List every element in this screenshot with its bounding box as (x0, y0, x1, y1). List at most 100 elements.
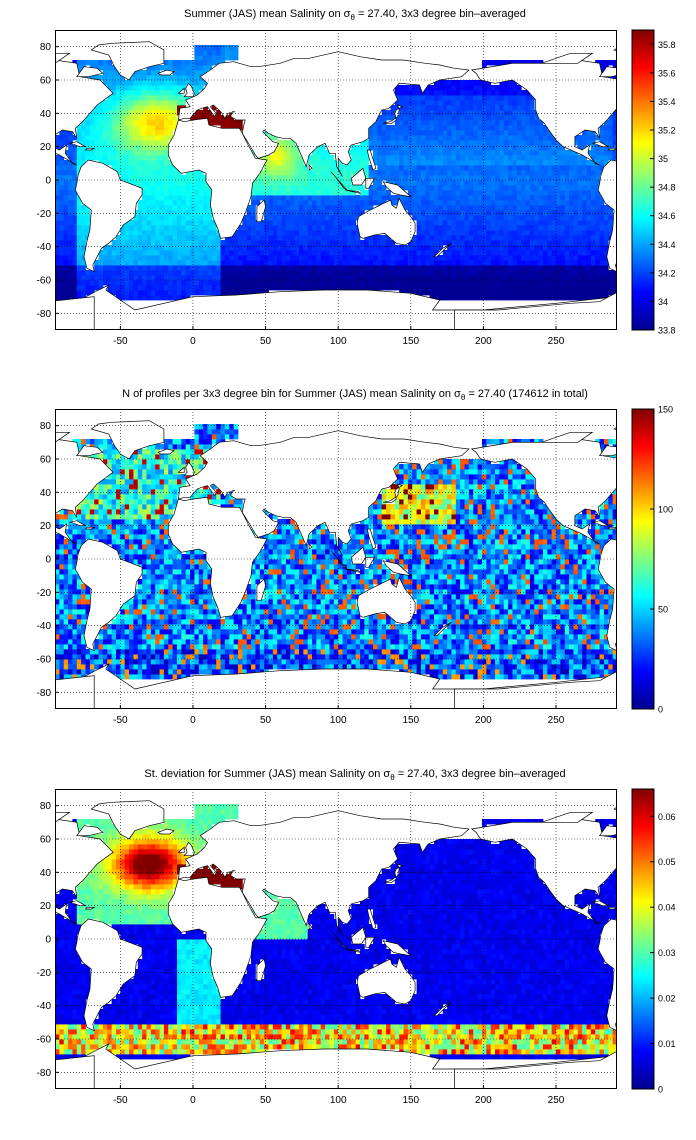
heatmap-cell (429, 180, 435, 186)
heatmap-cell (142, 110, 147, 116)
heatmap-cell (181, 260, 187, 266)
heatmap-cell (159, 659, 165, 665)
heatmap-cell (612, 115, 617, 121)
heatmap-cell (551, 674, 557, 680)
heatmap-cell (76, 674, 82, 680)
heatmap-cell (342, 265, 348, 271)
heatmap-cell (468, 135, 474, 141)
heatmap-cell (573, 674, 579, 680)
heatmap-cell (368, 240, 374, 246)
heatmap-cell (120, 225, 126, 231)
heatmap-cell (512, 135, 518, 141)
heatmap-cell (346, 165, 352, 171)
heatmap-cell (608, 115, 614, 121)
heatmap-cell (434, 180, 439, 186)
heatmap-cell (490, 180, 496, 186)
heatmap-cell (364, 245, 370, 251)
heatmap-cell (481, 659, 487, 665)
heatmap-cell (416, 180, 422, 186)
heatmap-cell (481, 110, 487, 116)
heatmap-cell (529, 95, 535, 101)
heatmap-cell (455, 275, 461, 281)
heatmap-cell (412, 160, 417, 166)
heatmap-cell (172, 669, 178, 675)
heatmap-cell (146, 165, 152, 171)
heatmap-cell (333, 180, 339, 186)
heatmap-cell (377, 275, 383, 281)
heatmap-cell (599, 65, 605, 71)
heatmap-cell (429, 654, 435, 660)
heatmap-cell (525, 255, 531, 261)
heatmap-cell (120, 150, 126, 156)
heatmap-cell (355, 205, 361, 211)
heatmap-cell (146, 110, 152, 116)
heatmap-cell (142, 190, 147, 196)
heatmap-cell (477, 120, 483, 126)
heatmap-cell (399, 120, 404, 126)
heatmap-cell (560, 145, 566, 151)
heatmap-cell (599, 135, 605, 141)
heatmap-cell (516, 135, 522, 141)
heatmap-cell (442, 210, 448, 216)
title-suffix: = 27.40, 3x3 degree bin–averaged (355, 8, 526, 20)
heatmap-cell (451, 220, 457, 226)
heatmap-cell (229, 50, 235, 56)
heatmap-cell (364, 200, 370, 206)
heatmap-cell (246, 250, 252, 256)
heatmap-cell (290, 235, 296, 241)
heatmap-cell (499, 140, 505, 146)
heatmap-cell (434, 80, 439, 86)
heatmap-cell (529, 245, 535, 251)
heatmap-cell (107, 105, 113, 111)
heatmap-cell (98, 265, 104, 271)
heatmap-cell (277, 220, 282, 226)
heatmap-cell (390, 155, 396, 161)
heatmap-cell (185, 190, 191, 196)
heatmap-cell (76, 664, 82, 670)
heatmap-cell (142, 135, 147, 141)
heatmap-cell (150, 240, 156, 246)
heatmap-cell (481, 265, 487, 271)
heatmap-cell (59, 659, 65, 665)
heatmap-cell (194, 185, 200, 191)
heatmap-cell (120, 175, 126, 181)
heatmap-cell (246, 240, 252, 246)
heatmap-cell (198, 115, 204, 121)
heatmap-cell (111, 280, 117, 286)
heatmap-cell (211, 220, 217, 226)
heatmap-cell (451, 290, 457, 296)
heatmap-cell (59, 145, 65, 151)
heatmap-cell (364, 205, 370, 211)
heatmap-cell (59, 295, 65, 301)
heatmap-cell (464, 155, 470, 161)
heatmap-cell (538, 205, 544, 211)
heatmap-cell (102, 130, 108, 136)
heatmap-cell (146, 195, 152, 201)
heatmap-cell (386, 260, 391, 266)
heatmap-cell (312, 225, 317, 231)
heatmap-cell (333, 250, 339, 256)
heatmap-cell (142, 205, 147, 211)
x-tick-label: 100 (330, 336, 347, 347)
heatmap-cell (146, 170, 152, 176)
heatmap-cell (85, 125, 91, 131)
heatmap-cell (477, 90, 483, 96)
heatmap-cell (499, 654, 505, 660)
heatmap-cell (285, 210, 291, 216)
heatmap-cell (556, 275, 561, 281)
heatmap-cell (150, 235, 156, 241)
heatmap-cell (72, 290, 78, 296)
heatmap-cell (420, 105, 426, 111)
heatmap-cell (172, 275, 178, 281)
heatmap-cell (176, 295, 182, 301)
heatmap-cell (503, 295, 509, 301)
heatmap-cell (338, 165, 343, 171)
heatmap-cell (490, 260, 496, 266)
heatmap-cell (94, 140, 99, 146)
heatmap-cell (316, 190, 322, 196)
heatmap-cell (464, 265, 470, 271)
heatmap-cell (381, 195, 387, 201)
x-ticks: -50 0 50 100 150 200 250 (113, 326, 565, 347)
heatmap-cell (551, 260, 557, 266)
heatmap-cell (102, 125, 108, 131)
